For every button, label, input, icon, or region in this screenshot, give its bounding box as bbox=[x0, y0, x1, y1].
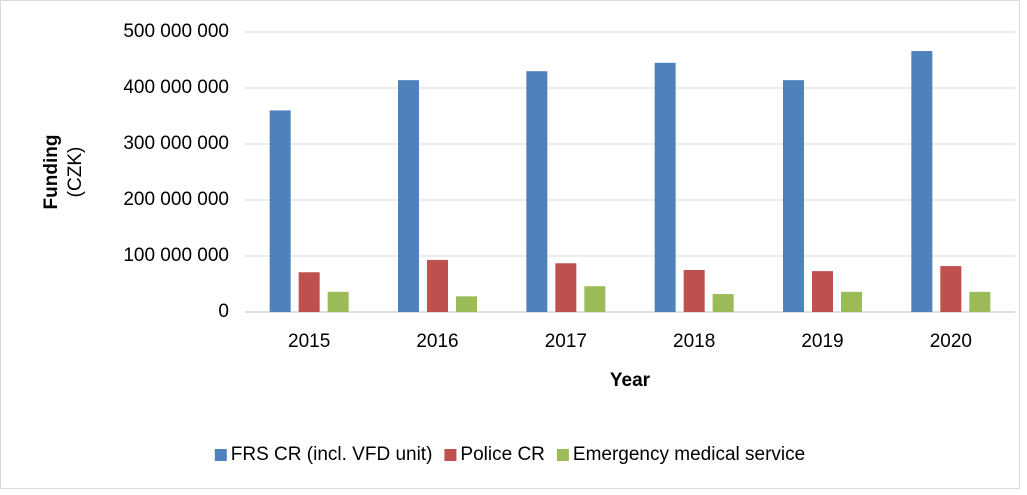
y-tick-label: 500 000 000 bbox=[123, 21, 229, 42]
bar bbox=[911, 51, 933, 312]
legend-swatch bbox=[556, 449, 569, 461]
x-tick-label: 2020 bbox=[930, 331, 972, 352]
y-tick-label: 400 000 000 bbox=[123, 77, 229, 98]
x-tick-label: 2018 bbox=[673, 331, 715, 352]
legend-label: Police CR bbox=[460, 444, 544, 465]
y-tick-label: 100 000 000 bbox=[123, 245, 229, 266]
bar bbox=[526, 71, 548, 312]
bar bbox=[940, 266, 962, 312]
bar bbox=[969, 291, 991, 312]
bar bbox=[427, 259, 448, 312]
bar bbox=[298, 272, 320, 312]
x-tick-label: 2015 bbox=[288, 331, 330, 352]
bar bbox=[654, 62, 676, 312]
bar bbox=[398, 80, 419, 312]
legend-swatch bbox=[214, 449, 227, 461]
y-tick-label: 0 bbox=[218, 301, 229, 322]
bar bbox=[327, 291, 349, 312]
bar bbox=[555, 263, 577, 312]
y-axis-unit: (CZK) bbox=[65, 147, 86, 198]
bar bbox=[812, 271, 833, 312]
bar bbox=[783, 80, 804, 312]
x-tick-label: 2019 bbox=[801, 331, 843, 352]
bar bbox=[456, 296, 477, 312]
y-tick-label: 300 000 000 bbox=[123, 133, 229, 154]
bar bbox=[584, 286, 606, 312]
bar bbox=[269, 110, 291, 313]
y-axis-label: Funding bbox=[41, 135, 62, 210]
bar bbox=[712, 294, 734, 312]
bar bbox=[683, 270, 705, 312]
x-axis-label: Year bbox=[610, 370, 651, 391]
legend-swatch bbox=[444, 449, 457, 461]
y-tick-label: 200 000 000 bbox=[123, 189, 229, 210]
legend-label: Emergency medical service bbox=[573, 444, 805, 465]
x-tick-label: 2017 bbox=[545, 331, 587, 352]
x-tick-label: 2016 bbox=[416, 331, 458, 352]
legend-label: FRS CR (incl. VFD unit) bbox=[231, 444, 433, 465]
bar bbox=[841, 291, 862, 312]
